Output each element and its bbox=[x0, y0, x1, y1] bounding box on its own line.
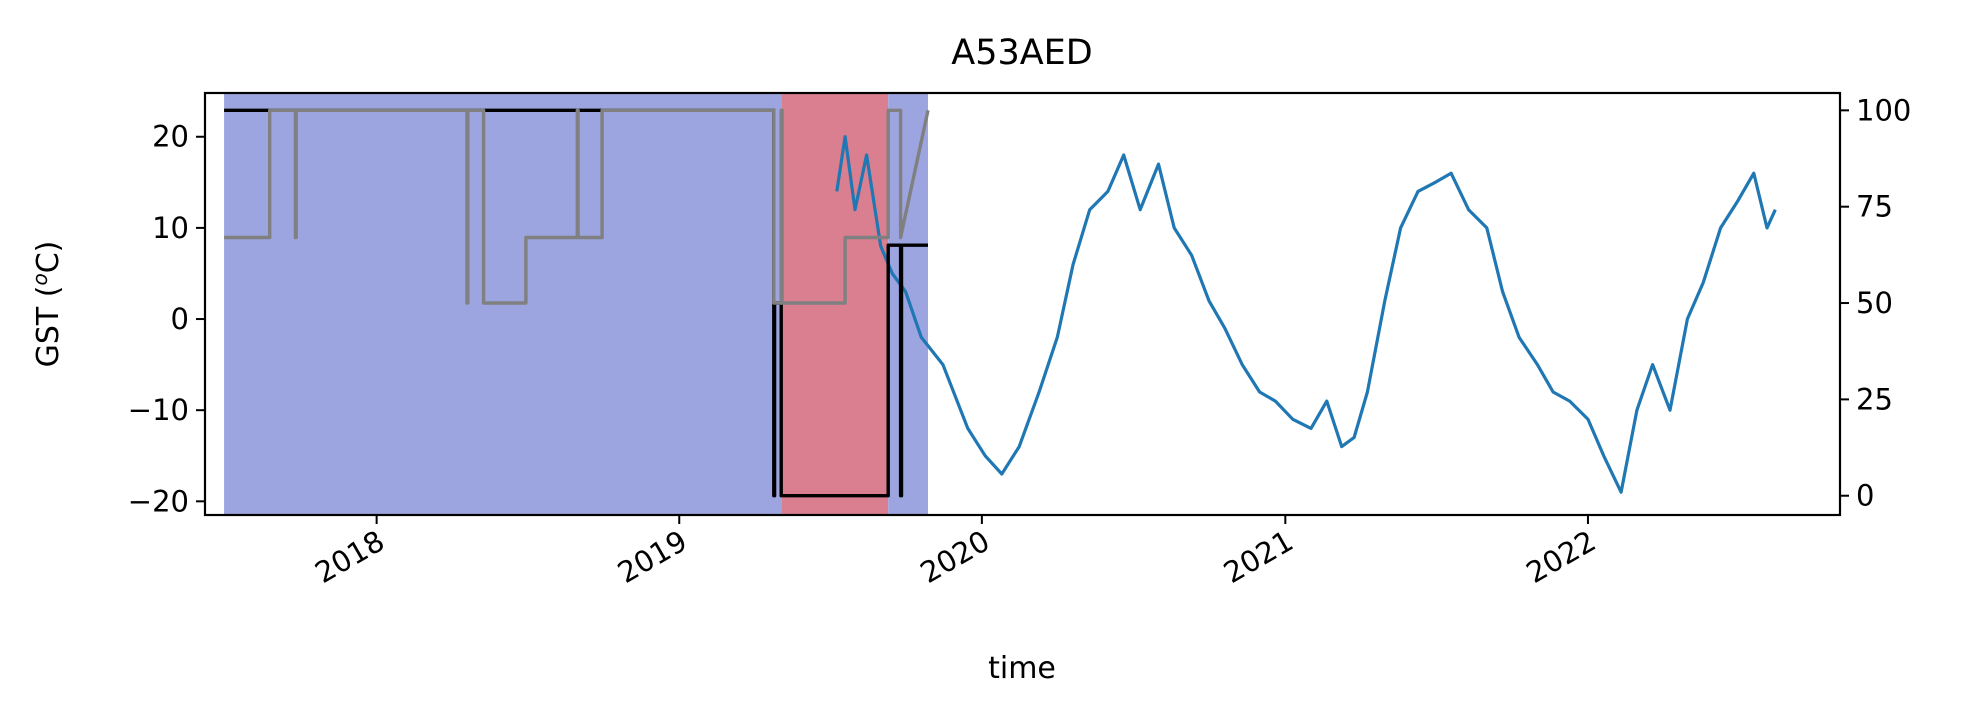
shaded-period-2 bbox=[888, 93, 928, 515]
y-tick-label-3: −10 bbox=[128, 393, 189, 427]
chart-title: A53AED bbox=[951, 33, 1093, 73]
y-axis-label: GST (oC) bbox=[28, 241, 66, 368]
y2-tick-label-4: 0 bbox=[1856, 479, 1874, 513]
y-axis-label-tail: C) bbox=[31, 241, 66, 274]
y-axis-label-main: GST ( bbox=[31, 286, 66, 368]
x-axis-label: time bbox=[988, 651, 1056, 686]
series-line-2 bbox=[224, 108, 930, 305]
y-tick-label-2: 0 bbox=[171, 302, 189, 336]
y2-tick-label-1: 75 bbox=[1856, 190, 1893, 224]
y-tick-label-1: 10 bbox=[152, 211, 189, 245]
y-tick-label-0: 20 bbox=[152, 120, 189, 154]
y2-tick-label-3: 25 bbox=[1856, 382, 1893, 416]
series-lines bbox=[224, 108, 1777, 498]
series-line-1 bbox=[224, 108, 928, 498]
y-axis-label-sup: o bbox=[28, 273, 52, 285]
y2-axis-ticks: 100 75 50 25 0 bbox=[1840, 93, 1911, 513]
series-line-0 bbox=[835, 135, 1777, 494]
y-axis-ticks: 20 10 0 −10 −20 bbox=[128, 120, 205, 518]
y-tick-label-4: −20 bbox=[128, 484, 189, 518]
y2-tick-label-2: 50 bbox=[1856, 286, 1893, 320]
y2-tick-label-0: 100 bbox=[1856, 93, 1911, 127]
